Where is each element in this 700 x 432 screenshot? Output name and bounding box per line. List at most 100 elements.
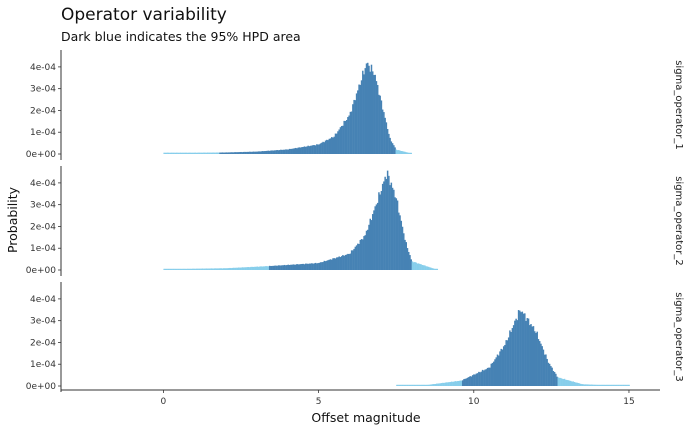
- histogram-bar: [350, 250, 353, 270]
- histogram-bar: [370, 220, 373, 270]
- histogram-bar: [230, 152, 232, 154]
- histogram-bar: [229, 267, 231, 270]
- histogram-bar: [601, 384, 603, 386]
- histogram-bar: [287, 149, 290, 154]
- histogram-bar: [235, 152, 237, 154]
- histogram-bar: [331, 137, 333, 154]
- histogram-bar: [404, 239, 406, 270]
- histogram-bar: [266, 266, 268, 270]
- histogram-bar: [206, 268, 209, 270]
- histogram-bar: [178, 268, 180, 270]
- histogram-bar: [500, 348, 502, 386]
- histogram-bar: [250, 266, 252, 270]
- facet-sigma_operator_3: 0e+00 1e-04 2e-04 3e-04 4e-04 sigma_operator_…: [26, 282, 684, 392]
- histogram-bar: [386, 170, 389, 270]
- histogram-bar: [184, 268, 187, 270]
- histogram-bar: [573, 381, 576, 386]
- histogram-bar: [223, 268, 225, 270]
- histogram-bar: [251, 266, 254, 270]
- histogram-bar: [249, 151, 251, 154]
- histogram-bar: [307, 145, 309, 154]
- histogram-bar: [565, 379, 567, 386]
- histogram-bar: [535, 332, 537, 386]
- histogram-bar: [304, 146, 307, 154]
- histogram-bar: [567, 380, 570, 386]
- histogram-bar: [519, 310, 521, 386]
- histogram-bar: [561, 378, 563, 386]
- histogram-bar: [470, 376, 473, 386]
- histogram-bar: [187, 152, 189, 154]
- histogram-bar: [297, 147, 299, 154]
- histogram-bar: [314, 145, 317, 154]
- histogram-bar: [237, 267, 240, 270]
- histogram-bins: [163, 62, 412, 155]
- histogram-bar: [461, 380, 464, 386]
- histogram-bar: [445, 382, 448, 386]
- histogram-bar: [281, 149, 283, 154]
- histogram-bar: [439, 383, 442, 386]
- histogram-bar: [364, 235, 367, 270]
- y-tick-label: 3e-04: [30, 317, 56, 327]
- histogram-bar: [259, 266, 261, 270]
- histogram-bar: [323, 142, 326, 154]
- histogram-bar: [337, 131, 339, 154]
- histogram-bar: [334, 133, 337, 154]
- histogram-bar: [295, 264, 297, 270]
- histogram-bar: [324, 261, 327, 270]
- histogram-bar: [391, 187, 394, 270]
- histogram-bar: [363, 236, 365, 270]
- histogram-bar: [231, 152, 234, 154]
- histogram-bar: [497, 355, 500, 386]
- histogram-bar: [449, 382, 452, 386]
- histogram-bar: [444, 382, 447, 386]
- histogram-bar: [190, 268, 193, 270]
- histogram-bar: [163, 152, 165, 154]
- histogram-bar: [577, 383, 579, 386]
- histogram-bar: [340, 256, 343, 270]
- histogram-bar: [178, 152, 180, 154]
- histogram-bar: [352, 104, 354, 154]
- x-axis: 0 5 10 15: [61, 389, 660, 407]
- histogram-bar: [367, 62, 369, 154]
- histogram-bar: [198, 152, 200, 154]
- histogram-bar: [369, 218, 371, 270]
- histogram-bar: [190, 152, 193, 154]
- histogram-bar: [529, 325, 531, 386]
- histogram-bar: [389, 137, 391, 154]
- histogram-bar: [395, 149, 398, 154]
- histogram-bar: [568, 380, 571, 386]
- histogram-bar: [402, 384, 404, 386]
- histogram-bar: [304, 263, 307, 270]
- histogram-bar: [247, 151, 250, 154]
- histogram-bar: [389, 185, 391, 270]
- histogram-bar: [363, 74, 365, 154]
- histogram-bar: [493, 361, 495, 386]
- histogram-bar: [316, 263, 318, 270]
- histogram-bar: [339, 127, 342, 154]
- histogram-bar: [525, 320, 527, 386]
- histogram-bar: [262, 266, 265, 270]
- histogram-bar: [165, 268, 168, 270]
- histogram-bar: [298, 147, 301, 154]
- histogram-bar: [480, 371, 483, 386]
- histogram-bar: [183, 152, 185, 154]
- histogram-bar: [510, 331, 512, 386]
- histogram-bar: [209, 268, 211, 270]
- histogram-bar: [532, 326, 535, 386]
- facet-strip-label: sigma_operator_1: [673, 60, 684, 150]
- histogram-bar: [447, 382, 449, 386]
- facet-strip-label: sigma_operator_2: [673, 176, 684, 266]
- histogram-bar: [213, 268, 215, 270]
- histogram-bar: [220, 268, 223, 270]
- histogram-bar: [452, 381, 454, 386]
- histogram-bar: [522, 313, 525, 386]
- histogram-bar: [385, 178, 388, 270]
- histogram-bar: [344, 254, 347, 270]
- histogram-bar: [612, 384, 614, 386]
- histogram-bar: [335, 257, 338, 270]
- histogram-bar: [271, 150, 273, 154]
- histogram-bar: [163, 268, 165, 270]
- histogram-bar: [501, 349, 504, 386]
- histogram-bar: [353, 99, 355, 154]
- histogram-bar: [367, 229, 369, 270]
